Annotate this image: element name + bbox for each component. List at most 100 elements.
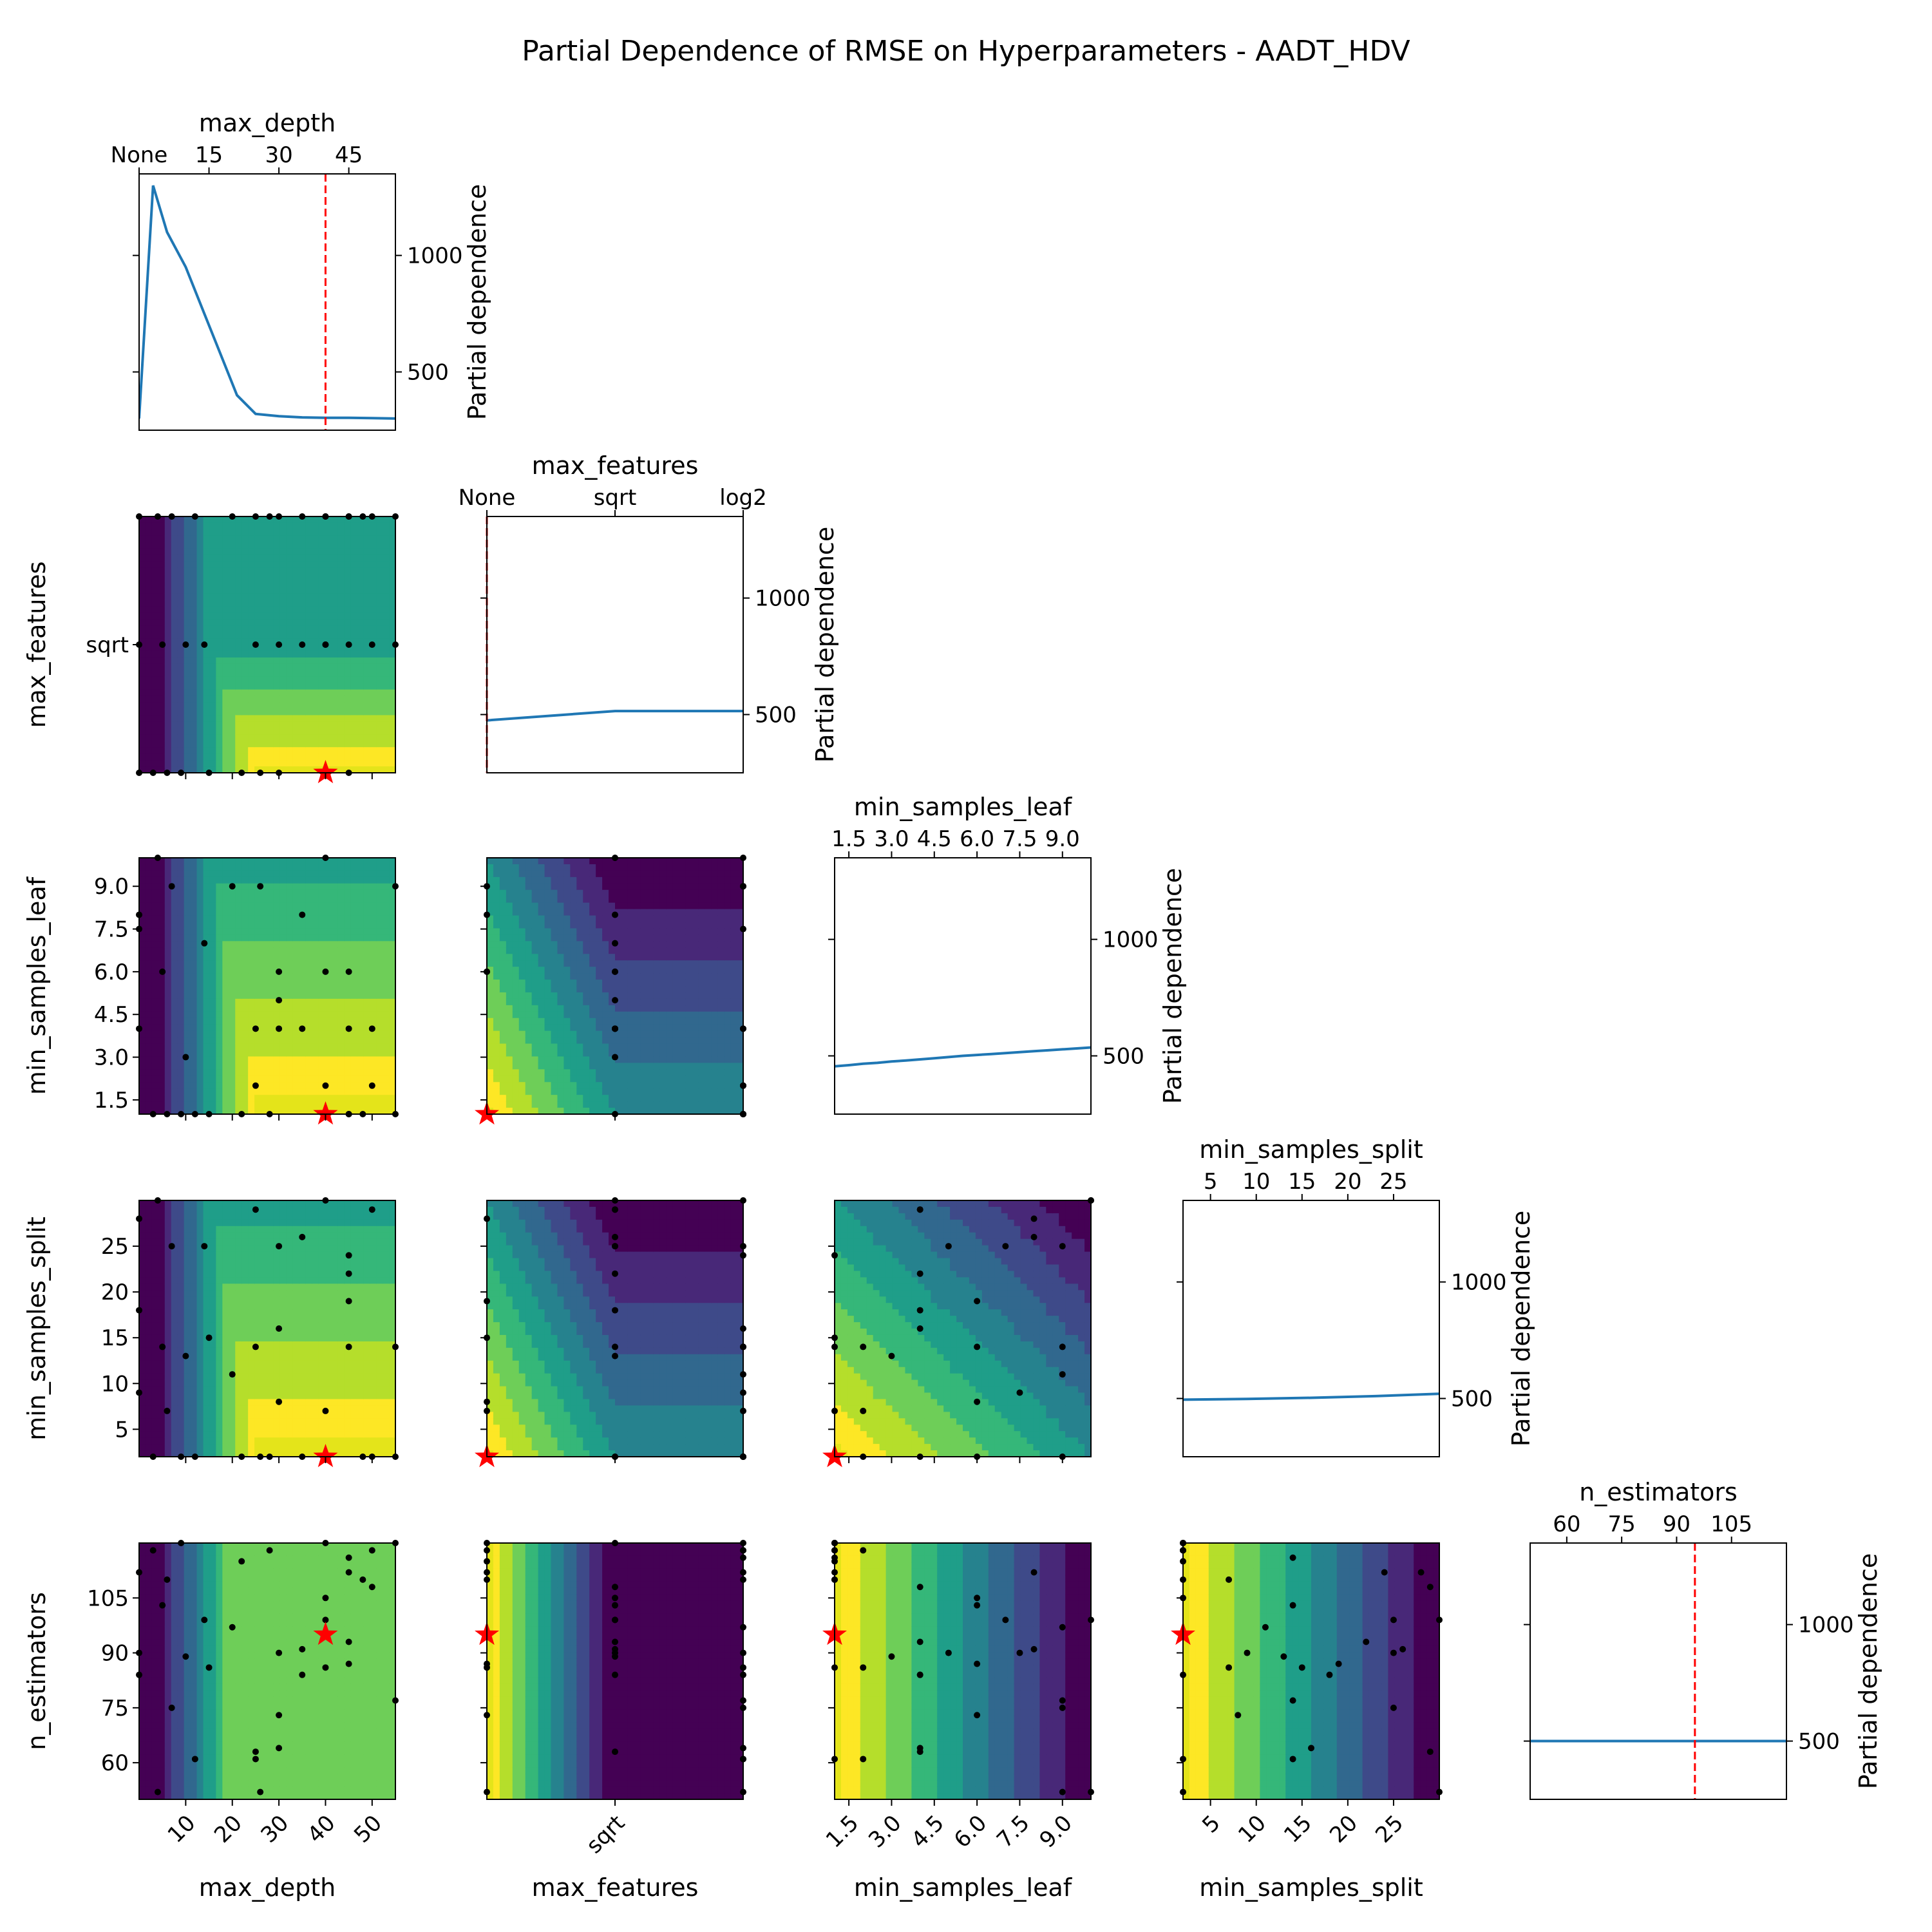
contour-cell [698, 876, 705, 884]
contour-cell [609, 1011, 616, 1019]
contour-cell [196, 1030, 204, 1038]
contour-cell [711, 1095, 718, 1102]
contour-cell [177, 696, 185, 703]
contour-cell [184, 593, 191, 600]
contour-cell [248, 606, 255, 613]
contour-cell [363, 915, 370, 923]
contour-cell [634, 928, 641, 935]
contour-cell [177, 760, 185, 767]
contour-cell [724, 915, 731, 923]
contour-cell [717, 915, 724, 923]
contour-cell [203, 934, 211, 942]
contour-cell [337, 1082, 345, 1089]
contour-cell [151, 998, 159, 1006]
contour-cell [279, 734, 287, 741]
contour-cell [203, 696, 211, 703]
contour-cell [666, 954, 674, 961]
contour-cell [538, 1088, 545, 1095]
contour-cell [209, 986, 216, 993]
contour-cell [190, 1043, 198, 1051]
contour-cell [518, 1108, 526, 1115]
pd-axis-label: Partial dependence [463, 184, 491, 420]
contour-cell [286, 676, 294, 684]
contour-cell [325, 657, 332, 665]
contour-cell [261, 554, 268, 562]
contour-cell [139, 980, 146, 987]
contour-cell [171, 928, 178, 935]
contour-cell [499, 1043, 507, 1051]
best-point-star [313, 1101, 338, 1125]
contour-cell [216, 1050, 223, 1057]
contour-cell [506, 1018, 513, 1025]
contour-cell [717, 1050, 724, 1057]
contour-cell [229, 670, 236, 677]
contour-cell [383, 1088, 390, 1095]
contour-cell [596, 980, 603, 987]
contour-cell [357, 721, 364, 728]
contour-cell [672, 1037, 680, 1045]
contour-cell [209, 883, 216, 891]
contour-cell [634, 1088, 641, 1095]
contour-cell [164, 986, 172, 993]
contour-cell [518, 941, 526, 948]
contour-cell [325, 858, 332, 865]
contour-cell [363, 650, 370, 658]
contour-cell [525, 1037, 533, 1045]
contour-cell [279, 741, 287, 748]
contour-cell [621, 1005, 629, 1012]
contour-cell [363, 896, 370, 904]
contour-cell [357, 1005, 364, 1012]
contour-cell [235, 663, 242, 671]
contour-cell [389, 1108, 396, 1115]
contour-cell [273, 683, 281, 690]
contour-cell [357, 645, 364, 652]
contour-cell [551, 902, 558, 910]
contour-cell [389, 593, 396, 600]
contour-cell [621, 896, 629, 904]
contour-cell [171, 1030, 178, 1038]
contour-cell [273, 1088, 281, 1095]
sample-point [368, 1082, 375, 1089]
contour-cell [647, 1024, 654, 1032]
contour-cell [267, 670, 274, 677]
contour-cell [370, 1069, 377, 1076]
contour-cell [235, 1069, 242, 1076]
contour-cell [370, 676, 377, 684]
contour-cell [337, 529, 345, 536]
contour-cell [370, 753, 377, 761]
contour-cell [557, 1056, 564, 1063]
contour-cell [363, 516, 370, 524]
contour-cell [279, 1082, 287, 1089]
contour-cell [267, 663, 274, 671]
contour-cell [389, 657, 396, 665]
contour-cell [698, 960, 705, 967]
contour-cell [717, 998, 724, 1006]
contour-cell [493, 992, 500, 999]
contour-cell [737, 1069, 744, 1076]
contour-cell [184, 632, 191, 639]
contour-cell [145, 741, 153, 748]
contour-cell [705, 896, 712, 904]
contour-cell [151, 612, 159, 620]
contour-cell [659, 896, 667, 904]
contour-cell [248, 612, 255, 620]
contour-cell [171, 734, 178, 741]
contour-cell [158, 928, 166, 935]
contour-cell [640, 1101, 648, 1108]
contour-cell [312, 1069, 319, 1076]
contour-cell [203, 960, 211, 967]
contour-cell [267, 915, 274, 923]
contour-cell [325, 542, 332, 549]
contour-cell [279, 1088, 287, 1095]
contour-cell [242, 992, 249, 999]
contour-cell [279, 657, 287, 665]
contour-cell [171, 1011, 178, 1019]
contour-cell [525, 1018, 533, 1025]
contour-cell [325, 663, 332, 671]
contour-cell [737, 1050, 744, 1057]
contour-cell [286, 876, 294, 884]
contour-cell [698, 986, 705, 993]
contour-cell [344, 753, 351, 761]
contour-cell [325, 638, 332, 645]
contour-cell [190, 1050, 198, 1057]
